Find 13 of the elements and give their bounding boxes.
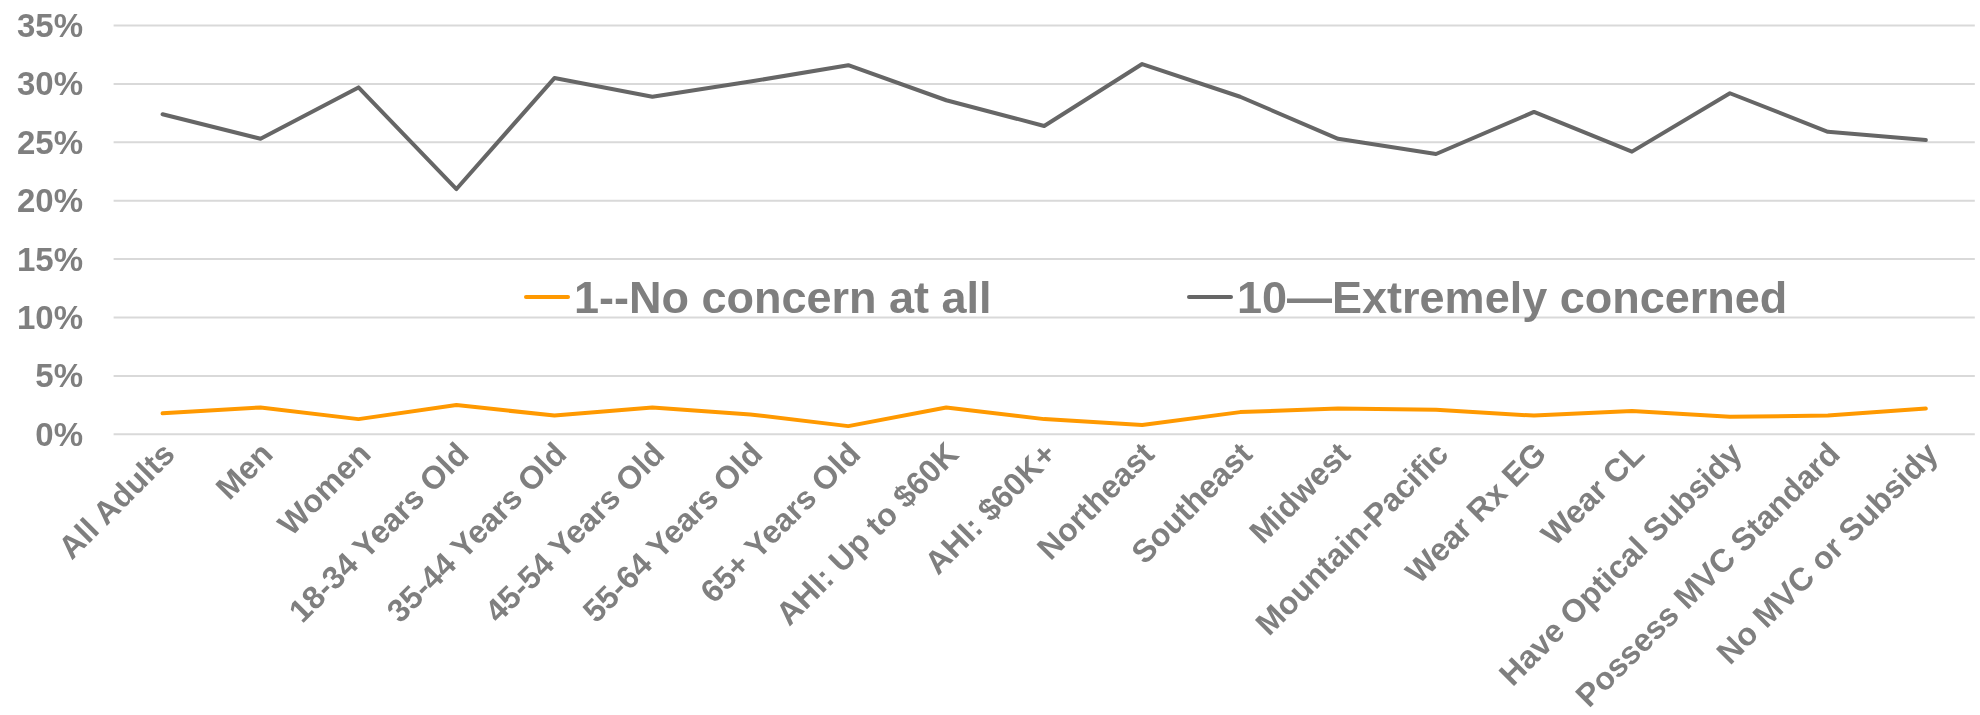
y-tick-label: 15% — [16, 240, 83, 278]
y-tick-label: 0% — [35, 415, 83, 453]
legend-label: 10—Extremely concerned — [1237, 271, 1788, 323]
x-tick-label: Men — [208, 435, 280, 507]
y-tick-label: 10% — [16, 299, 83, 337]
y-tick-label: 25% — [16, 123, 83, 161]
y-tick-label: 35% — [16, 7, 83, 45]
legend-label: 1--No concern at all — [574, 271, 992, 323]
y-tick-label: 30% — [16, 65, 83, 103]
y-tick-label: 5% — [35, 357, 83, 395]
y-tick-label: 20% — [16, 182, 83, 220]
line-series — [160, 62, 1928, 192]
line-series — [160, 403, 1928, 429]
